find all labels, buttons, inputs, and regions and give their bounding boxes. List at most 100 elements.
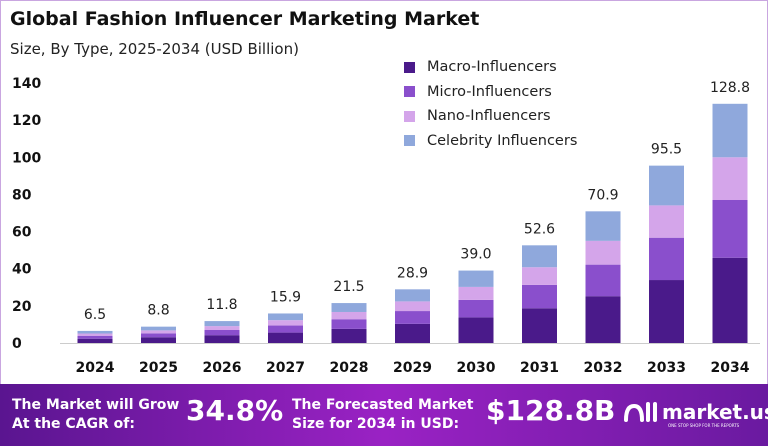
bar-segment-macro-influencers xyxy=(585,296,621,343)
bar-segment-nano-influencers xyxy=(141,330,176,334)
legend-swatch xyxy=(404,61,415,73)
chart-subtitle: Size, By Type, 2025-2034 (USD Billion) xyxy=(10,40,299,58)
x-tick-label: 2024 xyxy=(76,360,115,376)
x-tick-label: 2031 xyxy=(520,360,559,376)
legend-label: Nano-Influencers xyxy=(427,108,551,125)
legend-label: Celebrity Influencers xyxy=(427,132,578,149)
legend-item: Micro-Influencers xyxy=(404,80,577,105)
y-tick-label: 120 xyxy=(12,113,41,129)
bar-segment-micro-influencers xyxy=(649,237,684,281)
bar-segment-celebrity-influencers xyxy=(395,289,430,302)
bar-segment-celebrity-influencers xyxy=(522,245,557,268)
bar-segment-celebrity-influencers xyxy=(712,103,748,158)
brand-logo: market.us ONE STOP SHOP FOR THE REPORTS xyxy=(622,398,768,428)
y-tick-label: 20 xyxy=(12,299,32,315)
legend-swatch xyxy=(404,110,415,122)
y-tick-label: 100 xyxy=(12,150,41,166)
y-tick-label: 80 xyxy=(12,187,32,203)
bar-segment-nano-influencers xyxy=(522,267,557,285)
bar-segment-nano-influencers xyxy=(268,320,303,326)
bar-segment-nano-influencers xyxy=(585,240,621,265)
bar-segment-micro-influencers xyxy=(458,299,494,318)
bar-segment-macro-influencers xyxy=(331,328,367,343)
y-tick-label: 0 xyxy=(12,336,22,352)
legend-item: Celebrity Influencers xyxy=(404,129,577,154)
bar-segment-nano-influencers xyxy=(331,311,367,320)
chart-title: Global Fashion Influencer Marketing Mark… xyxy=(10,8,480,30)
bar-segment-nano-influencers xyxy=(649,205,684,238)
bar-segment-celebrity-influencers xyxy=(331,303,367,312)
forecast-label-line2: Size for 2034 in USD: xyxy=(292,416,460,432)
bar-segment-macro-influencers xyxy=(395,323,430,343)
bar-segment-nano-influencers xyxy=(712,157,748,200)
bar-segment-nano-influencers xyxy=(458,286,494,300)
bar-total-label: 11.8 xyxy=(206,297,237,313)
bar-segment-micro-influencers xyxy=(331,319,367,329)
bar-segment-micro-influencers xyxy=(141,333,176,338)
bar-segment-nano-influencers xyxy=(204,326,240,330)
bar-segment-micro-influencers xyxy=(77,335,113,339)
bar-segment-celebrity-influencers xyxy=(77,330,113,334)
bar-segment-macro-influencers xyxy=(77,338,113,343)
brand-tagline: ONE STOP SHOP FOR THE REPORTS xyxy=(668,423,740,428)
market-us-logo-icon xyxy=(624,402,657,422)
cagr-label-line2: At the CAGR of: xyxy=(12,416,135,432)
bar-segment-micro-influencers xyxy=(712,200,748,258)
legend-item: Macro-Influencers xyxy=(404,55,577,80)
forecast-label: The Forecasted Market Size for 2034 in US… xyxy=(292,396,473,434)
legend-label: Micro-Influencers xyxy=(427,83,552,100)
bar-total-label: 8.8 xyxy=(147,303,169,319)
y-tick-label: 140 xyxy=(12,76,41,92)
brand-name: market.us xyxy=(662,400,768,424)
bar-segment-macro-influencers xyxy=(522,308,557,343)
y-tick-label: 60 xyxy=(12,225,32,241)
bar-segment-macro-influencers xyxy=(458,317,494,343)
bar-total-label: 52.6 xyxy=(524,221,555,237)
x-tick-label: 2034 xyxy=(711,360,750,376)
bar-total-label: 39.0 xyxy=(460,247,491,263)
x-tick-label: 2033 xyxy=(647,360,686,376)
x-tick-label: 2025 xyxy=(139,360,178,376)
bar-total-label: 28.9 xyxy=(397,265,428,281)
bar-segment-celebrity-influencers xyxy=(204,321,240,327)
bar-segment-macro-influencers xyxy=(649,280,684,343)
bar-segment-nano-influencers xyxy=(77,333,113,336)
x-tick-label: 2028 xyxy=(330,360,369,376)
bar-segment-micro-influencers xyxy=(268,325,303,333)
bar-segment-macro-influencers xyxy=(204,335,240,343)
x-tick-label: 2026 xyxy=(203,360,242,376)
forecast-value: $128.8B xyxy=(486,394,616,427)
bar-segment-celebrity-influencers xyxy=(649,165,684,206)
bar-segment-celebrity-influencers xyxy=(268,313,303,321)
cagr-value: 34.8% xyxy=(186,394,284,427)
bar-total-label: 95.5 xyxy=(651,142,682,158)
legend-item: Nano-Influencers xyxy=(404,104,577,129)
legend-swatch xyxy=(404,135,415,147)
x-tick-label: 2032 xyxy=(584,360,623,376)
bar-segment-micro-influencers xyxy=(585,264,621,297)
x-tick-label: 2030 xyxy=(457,360,496,376)
bar-segment-celebrity-influencers xyxy=(458,270,494,287)
bar-segment-celebrity-influencers xyxy=(585,211,621,241)
legend-label: Macro-Influencers xyxy=(427,59,557,76)
bar-segment-macro-influencers xyxy=(268,332,303,343)
bar-total-label: 128.8 xyxy=(710,80,750,96)
bar-total-label: 70.9 xyxy=(587,187,618,203)
forecast-label-line1: The Forecasted Market xyxy=(292,397,474,413)
legend: Macro-Influencers Micro-Influencers Nano-I… xyxy=(404,55,577,153)
bar-total-label: 6.5 xyxy=(84,307,106,323)
x-tick-label: 2027 xyxy=(266,360,305,376)
bar-segment-nano-influencers xyxy=(395,301,430,312)
bar-segment-micro-influencers xyxy=(522,284,557,309)
bar-segment-macro-influencers xyxy=(712,257,748,343)
legend-swatch xyxy=(404,86,415,98)
bar-segment-micro-influencers xyxy=(395,311,430,324)
bar-segment-celebrity-influencers xyxy=(141,326,176,331)
x-tick-label: 2029 xyxy=(393,360,432,376)
stacked-bar-chart: 0 20 40 60 80 100 120 140 6.5 2024 8.8 2025 11.8 2026… xyxy=(12,76,760,376)
bar-total-label: 15.9 xyxy=(270,289,301,305)
cagr-label: The Market will Grow At the CAGR of: xyxy=(12,396,179,434)
bar-segment-micro-influencers xyxy=(204,330,240,336)
y-tick-label: 40 xyxy=(12,262,32,278)
cagr-label-line1: The Market will Grow xyxy=(12,397,180,413)
